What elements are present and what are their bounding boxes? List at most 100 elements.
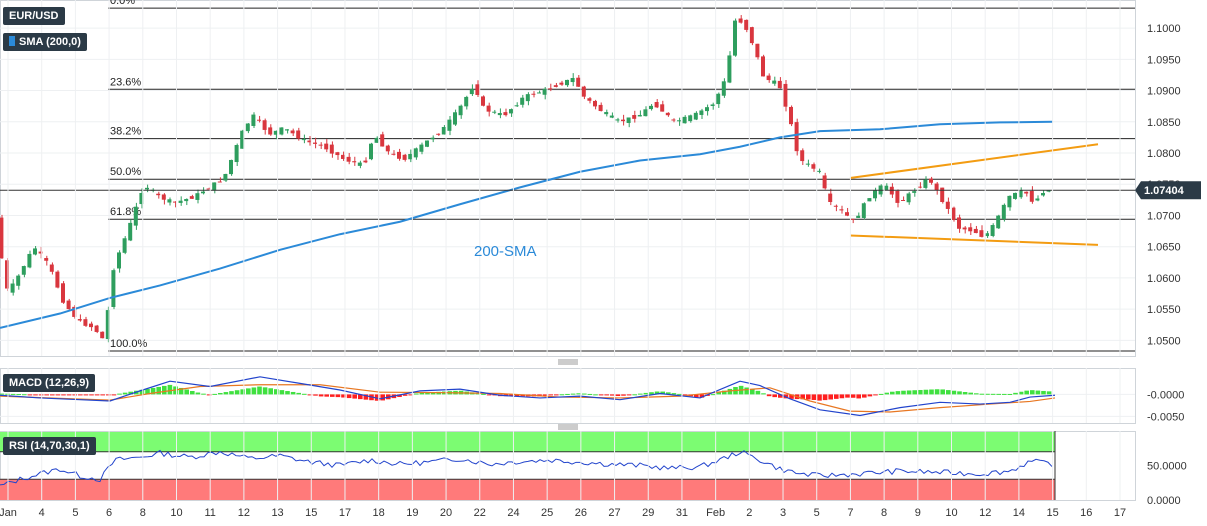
candle-body [710,104,715,107]
fib-level-label: 23.6% [110,76,141,88]
macd-histogram-bar [363,394,369,400]
x-tick-label: 5 [814,507,820,519]
macd-histogram-bar [699,394,705,398]
macd-histogram-bar [33,394,38,396]
macd-histogram-bar [100,394,105,396]
candle-body [122,238,127,253]
x-tick-label: 4 [39,507,45,519]
y-tick-label: 1.0950 [1147,54,1181,66]
macd-histogram-bar [274,389,279,395]
candle-body [100,331,105,339]
candle-body [906,193,911,203]
macd-histogram-bar [83,394,89,396]
macd-histogram-bar [890,391,895,395]
candle-body [436,133,441,135]
x-tick-label: 8 [140,507,146,519]
candle-body [156,193,161,196]
x-tick-label: 24 [507,507,519,519]
macd-tick-label: -0.0000 [1147,389,1184,401]
rsi-panel: 50.0000 0.0000 [0,431,1187,507]
candle-body [565,79,569,86]
candle-body [979,230,984,237]
y-tick-label: 1.0500 [1147,335,1181,347]
macd-histogram-bar [710,394,716,396]
candle-body [738,18,743,23]
macd-histogram-bar [906,390,912,395]
candle-body [828,193,833,202]
candle-body [178,200,183,203]
candle-body [766,75,771,81]
macd-histogram-bar [559,394,565,396]
candle-body [867,198,872,202]
macd-histogram-bar [1035,390,1041,395]
candle-body [497,113,502,116]
macd-histogram-bar [565,393,570,395]
symbol-legend: EUR/USD [3,7,65,25]
macd-histogram-bar [828,394,833,400]
macd-histogram-bar [430,392,436,395]
candle-body [453,112,457,125]
macd-histogram-bar [139,389,145,395]
candle-body [895,190,900,203]
candle-body [839,209,844,211]
macd-histogram-bar [901,390,906,395]
sma-legend-label: SMA (200,0) [19,36,81,48]
macd-histogram-bar [755,390,761,395]
macd-histogram-bar [111,394,117,396]
macd-histogram-bar [878,393,884,395]
x-tick-label: 31 [676,507,688,519]
x-tick-label: 18 [373,507,385,519]
candle-body [761,56,765,77]
candle-body [21,266,26,275]
candle-body [1035,198,1040,201]
macd-histogram-bar [229,391,234,395]
candle-body [279,127,284,135]
macd-histogram-bar [761,393,766,395]
candle-body [492,111,497,113]
macd-histogram-bar [509,394,514,397]
x-tick-label: 27 [608,507,620,519]
macd-histogram-bar [772,394,777,398]
macd-histogram-bar [72,394,77,396]
candle-body [755,43,760,58]
candle-body [167,199,172,203]
macd-histogram-bar [946,390,951,395]
candle-body [1018,190,1023,198]
candle-body [262,120,267,130]
candle-body [234,145,239,163]
macd-histogram-bar [576,393,581,395]
candle-body [531,93,536,95]
candle-body [408,153,413,160]
macd-histogram-bar [727,388,733,395]
macd-histogram-bar [632,394,637,396]
candle-body [27,253,32,268]
candle-body [693,112,698,120]
candle-body [481,96,485,106]
candle-body [206,188,211,190]
candle-body [593,100,597,107]
macd-histogram-bar [744,387,749,395]
candle-body [576,77,581,87]
macd-histogram-bar [716,392,721,395]
candle-body [996,215,1001,229]
candle-body [201,191,205,194]
macd-histogram-bar [89,394,94,396]
x-tick-label: Feb [706,507,725,519]
macd-panel: -0.0000 -0.0050 [0,368,1184,430]
macd-histogram-bar [912,390,917,395]
candle-body [800,150,805,162]
macd-histogram-bar [789,394,794,399]
macd-histogram-bar [1024,390,1029,395]
candle-body [1029,190,1034,202]
macd-histogram-bar [654,391,660,395]
macd-histogram-bar [554,394,559,396]
candle-body [469,89,474,95]
candle-body [609,115,614,118]
x-tick-label: 22 [474,507,486,519]
rsi-tick-label: 0.0000 [1147,495,1181,507]
rsi-line [0,449,1053,486]
candle-body [83,319,88,326]
candle-body [458,105,463,116]
candle-body [380,134,385,147]
candle-body [10,283,15,293]
